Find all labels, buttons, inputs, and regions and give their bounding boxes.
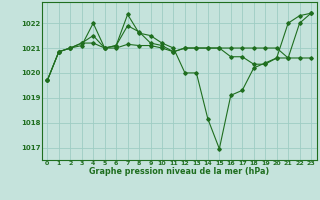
- X-axis label: Graphe pression niveau de la mer (hPa): Graphe pression niveau de la mer (hPa): [89, 167, 269, 176]
